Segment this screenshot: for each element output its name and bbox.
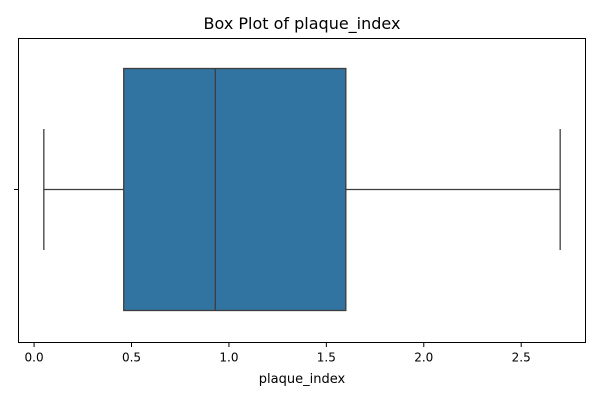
interquartile-box [123, 67, 347, 312]
x-tick-label: 2.5 [512, 351, 531, 365]
x-tick-label: 0.5 [122, 351, 141, 365]
chart-title: Box Plot of plaque_index [204, 14, 401, 34]
x-axis-label: plaque_index [259, 372, 346, 387]
plot-area-frame [18, 38, 586, 343]
x-tick-label: 0.0 [25, 351, 44, 365]
x-tick-label: 1.5 [317, 351, 336, 365]
x-axis-ticks: 0.0 0.5 1.0 1.5 2.0 2.5 [25, 342, 531, 365]
box-plot [43, 67, 561, 312]
x-tick-label: 2.0 [414, 351, 433, 365]
x-tick-label: 1.0 [219, 351, 238, 365]
